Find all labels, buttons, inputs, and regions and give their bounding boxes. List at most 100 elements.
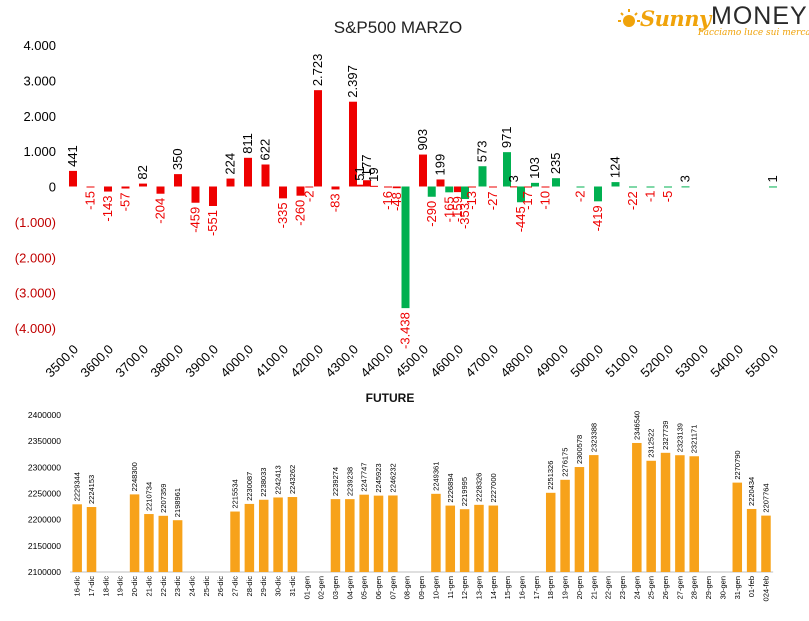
- bar-value-label: -1: [643, 191, 658, 203]
- bar-value-label: 971: [499, 126, 514, 148]
- future-bar: [574, 467, 585, 572]
- x-tick-label: 4200,0: [287, 342, 326, 381]
- future-y-tick-label: 2150000: [28, 541, 61, 551]
- future-bar: [172, 520, 183, 572]
- future-y-tick-label: 2200000: [28, 515, 61, 525]
- bar-value-label: -13: [464, 191, 479, 210]
- bar-value-label: 1: [765, 175, 780, 182]
- sun-icon: [618, 9, 640, 27]
- future-bar-value-label: 2323139: [675, 423, 684, 452]
- bar-strike-3650: [121, 186, 130, 189]
- bar-strike-5500: [769, 186, 777, 188]
- future-x-tick-label: 31-gen: [733, 576, 742, 599]
- future-bar-value-label: 2321171: [690, 425, 699, 454]
- future-x-tick-label: 20-gen: [575, 576, 584, 599]
- future-y-tick-label: 2300000: [28, 462, 61, 472]
- x-tick-label: 3800,0: [147, 342, 186, 381]
- bar-strike-3800: [174, 174, 182, 187]
- bar-value-label: 2.723: [310, 54, 325, 87]
- bar-value-label: -445: [513, 206, 528, 232]
- future-x-tick-label: 30-dic: [274, 576, 283, 597]
- bar-strike-4250: [331, 186, 340, 190]
- bar-value-label: 350: [170, 148, 185, 170]
- future-bar-value-label: 2249361: [431, 462, 440, 491]
- future-bar-value-label: 2270790: [733, 450, 742, 479]
- bar-strike-4450: [401, 186, 410, 309]
- future-y-tick-label: 2100000: [28, 567, 61, 577]
- bar-value-label: -15: [83, 191, 98, 210]
- future-x-tick-label: 08-gen: [403, 576, 412, 599]
- bar-value-label: 622: [258, 139, 273, 161]
- y-tick-label: (3.000): [15, 286, 56, 301]
- bar-value-label: -551: [205, 210, 220, 236]
- future-x-tick-label: 21-dic: [144, 576, 153, 597]
- bar-value-label: -2: [573, 191, 588, 203]
- future-x-tick-label: 26-gen: [661, 576, 670, 599]
- future-x-tick-label: 06-gen: [374, 576, 383, 599]
- bar-strike-4000: [244, 157, 252, 187]
- future-x-tick-label: 01-gen: [302, 576, 311, 599]
- future-x-tick-label: 25-gen: [647, 576, 656, 599]
- bar-strike-4360: [370, 185, 378, 187]
- bar-strike-3500: [69, 170, 77, 187]
- future-x-tick-label: 27-gen: [675, 576, 684, 599]
- x-tick-label: 4700,0: [462, 342, 501, 381]
- bar-strike-4550: [436, 179, 445, 187]
- bar-value-label: -3.438: [398, 312, 413, 349]
- bar-value-label: -2: [301, 191, 316, 203]
- bar-value-label: 19: [366, 167, 381, 181]
- future-x-tick-label: 12-gen: [460, 576, 469, 599]
- future-x-tick-label: 23-dic: [173, 576, 182, 597]
- future-bar-value-label: 2210734: [144, 482, 153, 511]
- x-tick-label: 3600,0: [77, 342, 116, 381]
- future-bar: [158, 515, 169, 572]
- bar-strike-4400: [384, 186, 392, 188]
- future-x-tick-label: 24-gen: [632, 576, 641, 599]
- bar-value-label: -83: [328, 193, 343, 212]
- bar-value-label: -48: [389, 192, 404, 211]
- bar-value-label: -353: [457, 203, 472, 229]
- bar-strike-5150: [646, 186, 655, 188]
- bar-value-label: -27: [485, 191, 500, 210]
- bar-strike-3750: [156, 186, 165, 194]
- future-bar-value-label: 2239274: [331, 467, 340, 496]
- y-tick-label: 4.000: [23, 38, 56, 53]
- future-x-tick-label: 01-feb: [747, 576, 756, 597]
- bar-strike-4950: [576, 186, 585, 188]
- future-bar: [761, 515, 771, 572]
- bar-value-label: -10: [538, 191, 553, 210]
- future-bar: [660, 452, 671, 572]
- future-bar-value-label: 2346540: [632, 411, 641, 440]
- bar-value-label: -419: [590, 205, 605, 231]
- future-bar: [258, 499, 269, 572]
- future-x-tick-label: 04-gen: [345, 576, 354, 599]
- bar-value-label: -165: [441, 196, 456, 222]
- future-bar-value-label: 2227000: [489, 473, 498, 502]
- future-x-tick-label: 25-dic: [202, 576, 211, 597]
- future-bar: [144, 514, 154, 572]
- future-bar-value-label: 2229344: [73, 472, 82, 501]
- future-bar: [287, 497, 298, 572]
- future-x-tick-label: 22-gen: [604, 576, 613, 599]
- bar-value-label: 3: [506, 175, 521, 182]
- future-bar: [345, 499, 355, 572]
- x-tick-label: 5000,0: [567, 342, 606, 381]
- bar-strike-4670: [478, 166, 487, 187]
- future-x-tick-label: 13-gen: [474, 576, 483, 599]
- future-x-tick-label: 15-gen: [503, 576, 512, 599]
- future-bar-value-label: 2239238: [345, 467, 354, 496]
- future-x-tick-label: 18-gen: [546, 576, 555, 599]
- bar-strike-4740: [503, 152, 511, 187]
- bar-strike-4150: [296, 186, 305, 196]
- future-x-tick-label: 18-dic: [101, 576, 110, 597]
- x-tick-label: 3700,0: [112, 342, 151, 381]
- bar-value-label: -57: [118, 193, 133, 212]
- future-bar: [445, 505, 456, 572]
- bar-strike-4200: [314, 90, 322, 187]
- future-bar-value-label: 2312522: [647, 429, 656, 458]
- future-x-tick-label: 27-dic: [231, 576, 240, 597]
- future-bar-value-label: 2215534: [231, 479, 240, 508]
- future-x-tick-label: 02-gen: [317, 576, 326, 599]
- future-bar-value-label: 2230087: [245, 472, 254, 501]
- future-bar-value-label: 2243262: [288, 465, 297, 494]
